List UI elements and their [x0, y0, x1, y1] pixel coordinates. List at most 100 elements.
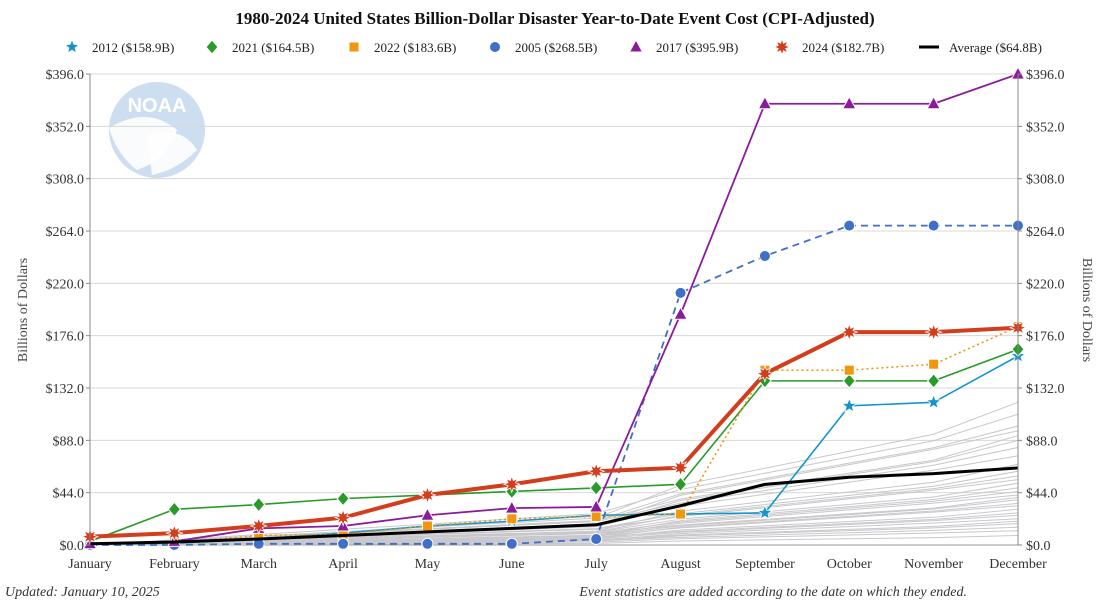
- data-point: [333, 508, 353, 527]
- data-point: [165, 523, 184, 543]
- y-tick-label-right: $352.0: [1026, 120, 1065, 135]
- y-axis-label-left: Billions of Dollars: [16, 258, 31, 362]
- legend-item[interactable]: 2012 ($158.9B): [63, 38, 174, 56]
- data-point: [843, 364, 855, 376]
- data-point: [758, 249, 771, 262]
- background-year-line: [89, 401, 1019, 546]
- legend-item[interactable]: 2022 ($183.6B): [348, 40, 456, 55]
- y-tick-label-left: $176.0: [46, 330, 85, 345]
- y-tick-label-left: $44.0: [53, 487, 85, 502]
- legend-label: 2017 ($395.9B): [656, 40, 738, 55]
- x-tick-label: February: [149, 557, 200, 572]
- grid: [90, 73, 1018, 546]
- data-point: [843, 219, 856, 232]
- x-tick-label: May: [415, 557, 441, 572]
- y-tick-label-right: $0.0: [1026, 539, 1051, 554]
- data-point: [336, 490, 350, 507]
- series-2022: [84, 321, 1024, 550]
- legend-label: Average ($64.8B): [949, 40, 1042, 55]
- legend-item[interactable]: 2005 ($268.5B): [489, 40, 598, 55]
- legend-marker: [348, 41, 360, 53]
- legend-label: 2024 ($182.7B): [802, 40, 884, 55]
- y-tick-label-right: $88.0: [1026, 434, 1058, 449]
- legend-label: 2012 ($158.9B): [92, 40, 174, 55]
- legend-item[interactable]: 2017 ($395.9B): [628, 38, 739, 55]
- data-point: [757, 95, 773, 110]
- data-point: [675, 508, 687, 520]
- y-tick-label-left: $220.0: [46, 277, 85, 292]
- legend-label: 2005 ($268.5B): [515, 40, 597, 55]
- noaa-logo-text: NOAA: [128, 95, 187, 117]
- data-point: [418, 485, 437, 505]
- data-point: [505, 537, 518, 550]
- x-tick-label: September: [735, 557, 795, 572]
- background-year-line: [89, 502, 1019, 546]
- data-point: [421, 537, 434, 550]
- x-tick-label: November: [904, 557, 963, 572]
- series-line: [89, 466, 1019, 546]
- y-tick-label-left: $352.0: [46, 120, 85, 135]
- x-tick-label: March: [240, 557, 277, 572]
- data-point: [926, 95, 941, 110]
- x-tick-label: October: [827, 557, 872, 572]
- data-point: [673, 476, 688, 493]
- data-point: [842, 373, 856, 389]
- y-tick-label-right: $396.0: [1026, 68, 1065, 83]
- legend-marker: [205, 39, 219, 55]
- data-point: [841, 95, 857, 110]
- background-year-line: [89, 487, 1019, 546]
- axes: $0.0 $0.0 $44.0 $44.0 $88.0 $88.0 $132.0 $132.0…: [46, 68, 1065, 572]
- data-point: [927, 219, 940, 232]
- series-group: [80, 66, 1028, 551]
- y-tick-label-left: $132.0: [46, 382, 85, 397]
- y-tick-label-left: $396.0: [46, 68, 85, 83]
- x-tick-label: December: [989, 557, 1047, 572]
- data-point: [674, 286, 687, 299]
- x-tick-label: April: [328, 557, 358, 572]
- y-tick-label-right: $44.0: [1026, 487, 1058, 502]
- data-point: [755, 364, 775, 383]
- data-point: [587, 462, 606, 481]
- data-point: [506, 513, 518, 525]
- background-year-lines: [89, 401, 1019, 546]
- x-tick-label: August: [660, 557, 701, 572]
- data-point: [420, 507, 435, 521]
- data-point: [588, 498, 604, 513]
- background-year-line: [89, 425, 1019, 546]
- data-point: [337, 537, 350, 550]
- y-axis-label-right: Billions of Dollars: [1079, 258, 1094, 362]
- data-point: [504, 500, 520, 514]
- legend-item[interactable]: 2021 ($164.5B): [205, 39, 314, 55]
- data-point: [756, 504, 774, 520]
- event-statistics-note: Event statistics are added according to …: [578, 585, 967, 600]
- y-tick-label-right: $132.0: [1026, 382, 1065, 397]
- data-point: [926, 373, 941, 389]
- data-point: [673, 306, 688, 320]
- data-point: [502, 475, 521, 494]
- updated-note: Updated: January 10, 2025: [5, 585, 160, 600]
- legend-marker: [628, 38, 644, 53]
- y-tick-label-left: $264.0: [46, 225, 85, 240]
- x-tick-label: June: [499, 557, 525, 572]
- legend-label: 2022 ($183.6B): [374, 40, 456, 55]
- data-point: [252, 496, 266, 513]
- series-average: [89, 466, 1019, 546]
- legend-item[interactable]: 2024 ($182.7B): [772, 37, 884, 57]
- data-point: [671, 458, 690, 477]
- x-tick-label: July: [585, 557, 608, 572]
- y-tick-label-left: $88.0: [53, 434, 85, 449]
- series-line: [89, 348, 1019, 543]
- legend-item[interactable]: Average ($64.8B): [919, 40, 1042, 55]
- series-line: [89, 73, 1019, 545]
- data-point: [167, 501, 182, 518]
- legend-marker: [772, 37, 792, 57]
- y-tick-label-right: $264.0: [1026, 225, 1065, 240]
- legend-marker: [489, 41, 501, 53]
- legend-label: 2021 ($164.5B): [232, 40, 314, 55]
- legend: 2012 ($158.9B) 2021 ($164.5B) 2022 ($183.6…: [63, 37, 1042, 57]
- y-tick-label-right: $176.0: [1026, 330, 1065, 345]
- y-tick-label-left: $0.0: [60, 539, 85, 554]
- series-line: [90, 224, 1018, 546]
